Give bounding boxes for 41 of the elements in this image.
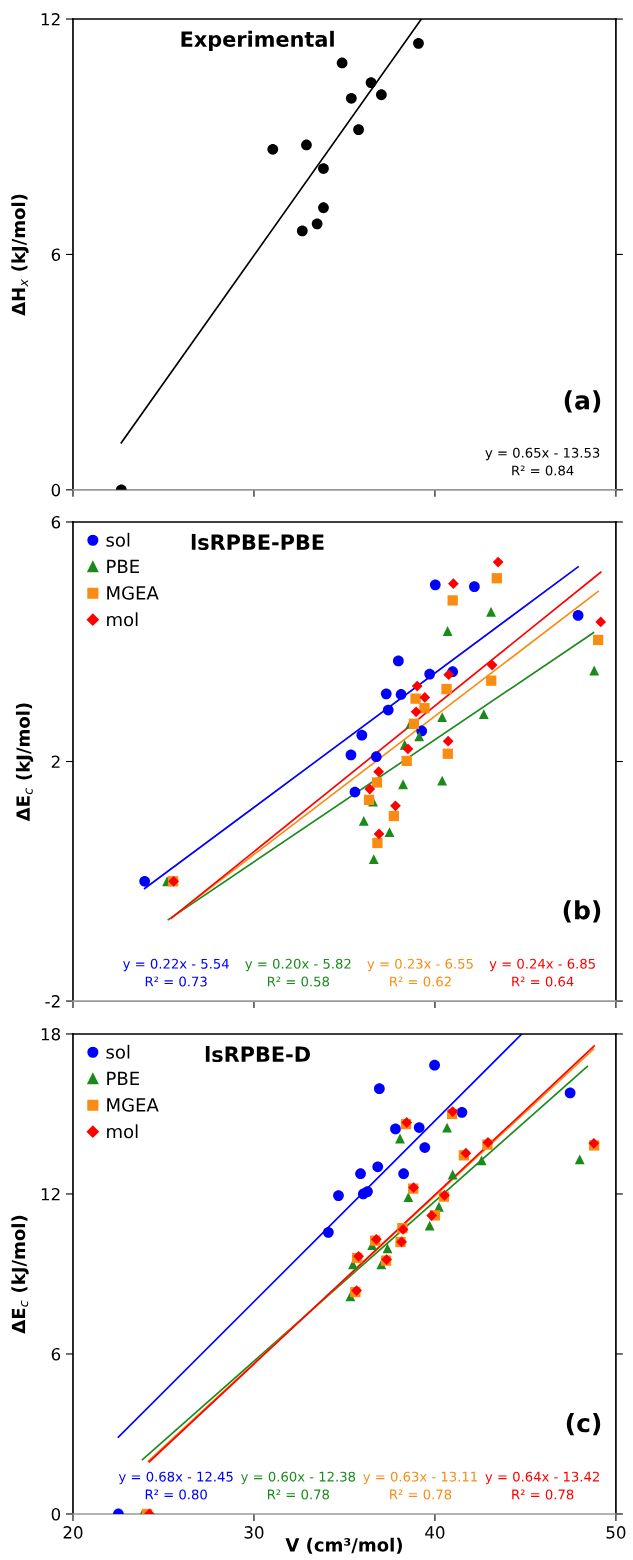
annotation: y = 0.63x - 13.11 R² = 0.78 (363, 1471, 477, 1500)
y-tick-label: 12 (41, 12, 60, 26)
legend-label: MGEA (107, 586, 159, 600)
annotation: y = 0.60x - 12.38 R² = 0.78 (241, 1471, 356, 1500)
y-tick-label: 12 (41, 1187, 60, 1201)
annotation: y = 0.22x - 5.54 R² = 0.73 (123, 958, 229, 987)
y-axis-title: ΔE$_{c}$ (kJ/mol) (11, 1215, 29, 1334)
y-tick-label: -2 (45, 995, 60, 1008)
annotation: y = 0.23x - 6.55 R² = 0.62 (367, 958, 473, 987)
chart-title: lsRPBE-PBE (191, 533, 324, 551)
y-tick-label: 0 (51, 483, 61, 497)
annotation: y = 0.65x - 13.53 R² = 0.84 (485, 447, 600, 476)
annotation: y = 0.64x - 13.42 R² = 0.78 (485, 1471, 599, 1500)
x-tick-label: 40 (425, 1526, 445, 1539)
annotation: (b) (563, 900, 601, 923)
annotation: (c) (566, 1413, 601, 1436)
x-tick-label: 50 (606, 1526, 626, 1539)
y-tick-label: 6 (51, 1347, 61, 1361)
x-tick-label: 30 (244, 1526, 264, 1539)
y-axis-title: ΔH$_{x}$ (kJ/mol) (11, 194, 29, 316)
annotation: y = 0.68x - 12.45 R² = 0.80 (118, 1471, 233, 1500)
annotation: y = 0.20x - 5.82 R² = 0.58 (245, 958, 351, 987)
y-tick-label: 6 (51, 515, 61, 529)
x-axis-title: V (cm³/mol) (285, 1537, 402, 1554)
y-tick-label: 2 (51, 755, 60, 768)
legend-label: sol (106, 1044, 130, 1059)
legend-label: PBE (107, 1071, 140, 1086)
chart-title: lsRPBE-D (205, 1045, 310, 1063)
y-tick-label: 18 (41, 1027, 61, 1041)
y-axis-title: ΔE$_{c}$ (kJ/mol) (15, 703, 34, 822)
legend-label: MGEA (107, 1098, 159, 1112)
annotation: (a) (564, 390, 601, 413)
legend-label: sol (106, 532, 130, 547)
legend-label: mol (107, 1124, 138, 1139)
x-tick-label: 20 (63, 1526, 83, 1539)
y-tick-label: 0 (51, 1507, 61, 1521)
text: Experimental (181, 30, 334, 51)
y-tick-label: 6 (51, 248, 61, 262)
annotation: y = 0.24x - 6.85 R² = 0.64 (489, 958, 595, 987)
legend-label: mol (107, 612, 138, 627)
legend-label: PBE (107, 559, 140, 574)
